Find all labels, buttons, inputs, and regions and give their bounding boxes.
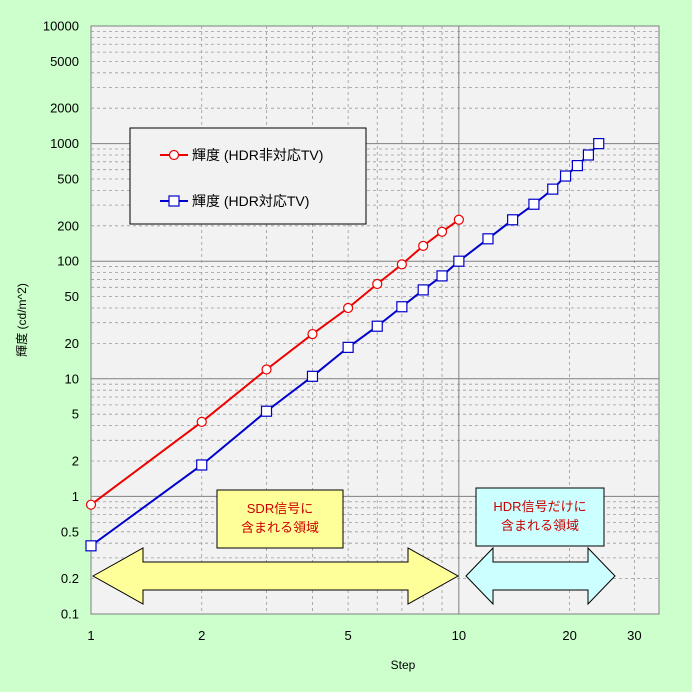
series-hdr-compatible <box>85 138 605 552</box>
y-tick-label: 50 <box>65 289 79 304</box>
y-tick-label: 10000 <box>43 19 79 34</box>
data-point <box>582 149 595 161</box>
data-point <box>436 226 448 237</box>
legend-label-hdr: 輝度 (HDR対応TV) <box>192 193 309 209</box>
legend-box <box>129 127 367 225</box>
data-point <box>453 214 464 225</box>
data-point <box>260 405 273 417</box>
legend-marker-hdr <box>168 195 180 207</box>
legend: 輝度 (HDR非対応TV) 輝度 (HDR対応TV) <box>129 127 367 225</box>
y-tick-label: 20 <box>65 336 79 351</box>
data-point <box>593 138 605 150</box>
y-tick-label: 0.5 <box>61 524 79 539</box>
data-point <box>396 301 408 313</box>
sdr-region-note: SDR信号に 含まれる領域 <box>216 489 344 549</box>
data-point <box>453 255 465 267</box>
hdr-note-line-1: HDR信号だけに <box>493 499 586 514</box>
x-tick-labels: 1 2 5 10 20 30 <box>87 628 641 643</box>
y-tick-label: 1 <box>72 489 79 504</box>
data-point <box>261 364 272 375</box>
x-tick-label: 5 <box>345 628 352 643</box>
sdr-region-arrow <box>91 547 460 605</box>
data-point <box>85 499 97 510</box>
series-line <box>90 218 460 506</box>
y-tick-label: 500 <box>57 172 79 187</box>
x-tick-label: 30 <box>627 628 641 643</box>
data-point <box>306 370 319 382</box>
y-tick-label: 200 <box>57 218 79 233</box>
y-tick-label: 0.1 <box>61 607 79 622</box>
data-point <box>85 540 97 552</box>
hdr-note-line-2: 含まれる領域 <box>501 518 579 533</box>
y-tick-label: 5000 <box>50 54 79 69</box>
data-point <box>547 183 559 195</box>
data-point <box>196 459 208 471</box>
y-tick-label: 2000 <box>50 101 79 116</box>
data-point <box>482 233 494 245</box>
sdr-double-arrow <box>91 547 460 605</box>
y-tick-label: 1000 <box>50 136 79 151</box>
data-point <box>418 240 429 251</box>
hdr-double-arrow <box>465 546 616 606</box>
legend-label-sdr: 輝度 (HDR非対応TV) <box>192 147 323 163</box>
y-tick-label: 100 <box>57 254 79 269</box>
y-tick-label: 10 <box>65 371 79 386</box>
x-tick-label: 20 <box>562 628 576 643</box>
data-point <box>571 160 583 172</box>
data-point <box>528 198 540 210</box>
y-tick-label: 0.2 <box>61 571 79 586</box>
series-layer <box>85 138 605 552</box>
legend-marker-sdr <box>168 149 180 161</box>
data-point <box>342 341 354 353</box>
data-point <box>371 320 383 332</box>
x-tick-label: 2 <box>198 628 205 643</box>
y-tick-label: 5 <box>72 407 79 422</box>
data-point <box>436 270 448 282</box>
sdr-note-line-1: SDR信号に <box>247 501 313 516</box>
data-point <box>559 170 572 182</box>
data-point <box>372 278 383 290</box>
series-hdr-non-compatible <box>85 214 464 510</box>
data-point <box>343 302 354 314</box>
sdr-note-line-2: 含まれる領域 <box>241 520 319 535</box>
grid <box>91 26 659 614</box>
data-point <box>196 416 207 428</box>
y-tick-label: 2 <box>72 453 79 468</box>
data-point <box>417 284 429 296</box>
x-tick-label: 1 <box>87 628 94 643</box>
y-tick-labels: 0.1 0.2 0.5 1 2 5 10 20 50 100 200 500 1000 2000 5000 1… <box>43 19 79 622</box>
hdr-note-box <box>475 487 605 547</box>
sdr-note-box <box>216 489 344 549</box>
data-point <box>507 214 519 226</box>
x-axis-title: Step <box>391 658 416 672</box>
data-point <box>307 328 318 340</box>
x-tick-label: 10 <box>452 628 466 643</box>
hdr-region-note: HDR信号だけに 含まれる領域 <box>475 487 605 547</box>
hdr-region-arrow <box>465 546 616 606</box>
data-point <box>396 259 407 270</box>
y-axis-title: 輝度 (cd/m^2) <box>14 283 29 357</box>
